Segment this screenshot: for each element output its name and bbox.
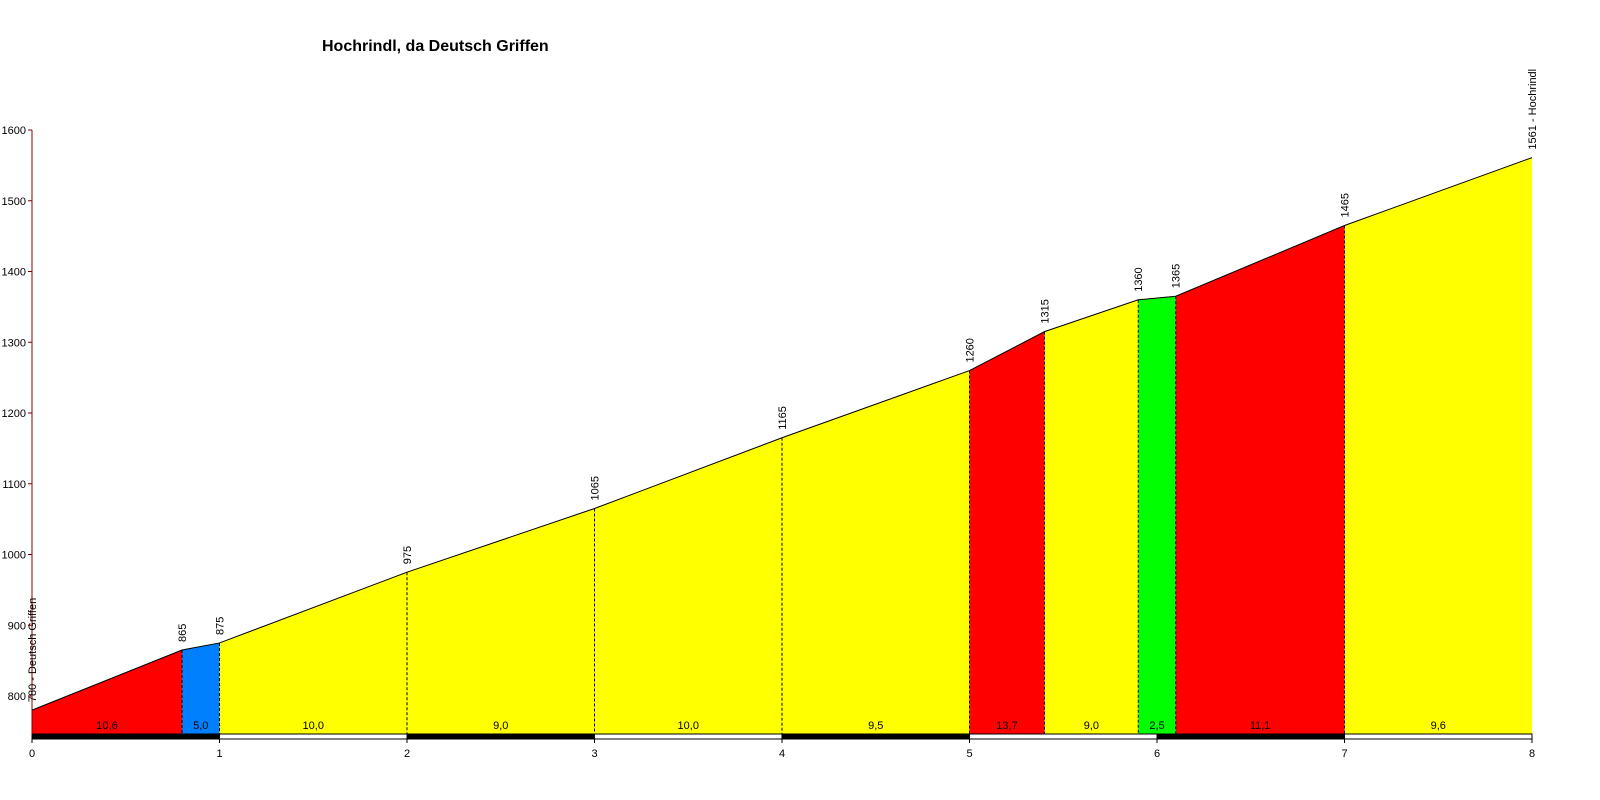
x-tick-label-6: 6 xyxy=(1154,748,1160,760)
elevation-label-3: 975 xyxy=(402,546,414,564)
y-tick-label-800: 800 xyxy=(8,691,26,703)
y-tick-label-1100: 1100 xyxy=(2,479,26,491)
gradient-label-6: 13,7 xyxy=(996,720,1017,732)
x-tick-label-2: 2 xyxy=(404,748,410,760)
y-tick-label-1600: 1600 xyxy=(2,125,26,137)
gradient-label-9: 11,1 xyxy=(1250,720,1271,732)
segment-fill-6 xyxy=(969,331,1045,735)
elevation-label-9: 1365 xyxy=(1171,264,1183,288)
axes: 800 900 1000 1100 1200 1300 1400 1500 1600 0 1 2 3 4 5… xyxy=(2,125,1536,760)
segment-fill-10 xyxy=(1344,157,1532,735)
x-tick-label-3: 3 xyxy=(591,748,597,760)
distance-bar-km-0 xyxy=(31,733,220,740)
distance-bar-km-4 xyxy=(781,733,970,740)
profile-line xyxy=(31,157,1533,711)
gradient-label-0: 10,6 xyxy=(96,720,117,732)
elevation-label-4: 1065 xyxy=(590,476,602,500)
segment-fill-8 xyxy=(1138,296,1176,735)
x-tick-label-8: 8 xyxy=(1529,748,1535,760)
distance-bar-km-6 xyxy=(1156,733,1345,740)
distance-bar-km-1 xyxy=(219,733,408,740)
elevation-label-10: 1465 xyxy=(1340,193,1352,217)
segment-fill-4 xyxy=(594,437,782,735)
gradient-labels: 10,6 5,0 10,0 9,0 10,0 9,5 13,7 9,0 2,5 11,1 9,6 xyxy=(96,720,1446,732)
gradient-label-10: 9,6 xyxy=(1431,720,1446,732)
segment-fill-5 xyxy=(782,370,970,735)
gradient-label-1: 5,0 xyxy=(193,720,208,732)
y-tick-label-1000: 1000 xyxy=(2,550,26,562)
distance-bar-km-5 xyxy=(969,733,1158,740)
x-tick-label-4: 4 xyxy=(779,748,785,760)
segment-fill-0 xyxy=(32,650,182,735)
segment-fill-1 xyxy=(182,642,220,735)
gradient-label-3: 9,0 xyxy=(493,720,508,732)
gradient-label-2: 10,0 xyxy=(303,720,324,732)
segment-fill-3 xyxy=(407,508,595,735)
y-tick-label-1500: 1500 xyxy=(2,196,26,208)
distance-bar-km-2 xyxy=(406,733,595,740)
elevation-label-1: 865 xyxy=(177,624,189,642)
distance-bar-km-7 xyxy=(1344,733,1533,740)
chart-title: Hochrindl, da Deutsch Griffen xyxy=(322,38,549,55)
x-tick-label-7: 7 xyxy=(1341,748,1347,760)
segment-fill-7 xyxy=(1044,299,1139,735)
y-tick-label-900: 900 xyxy=(8,620,26,632)
segment-fill-2 xyxy=(219,572,407,735)
elevation-labels: 780 - Deutsch Griffen 865 875 975 1065 1165 12… xyxy=(27,69,1539,702)
gradient-label-7: 9,0 xyxy=(1084,720,1099,732)
gradient-label-4: 10,0 xyxy=(678,720,699,732)
distance-bar xyxy=(31,733,1533,740)
elevation-label-6: 1260 xyxy=(965,338,977,362)
distance-bar-km-3 xyxy=(594,733,783,740)
y-tick-label-1300: 1300 xyxy=(2,337,26,349)
y-tick-label-1200: 1200 xyxy=(2,408,26,420)
elevation-label-2: 875 xyxy=(215,617,227,635)
elevation-label-8: 1360 xyxy=(1133,267,1145,291)
gradient-label-8: 2,5 xyxy=(1149,720,1164,732)
segment-fills xyxy=(32,157,1532,735)
elevation-label-11: 1561 - Hochrindl xyxy=(1527,69,1539,150)
x-tick-label-0: 0 xyxy=(29,748,35,760)
gradient-label-5: 9,5 xyxy=(868,720,883,732)
y-tick-label-1400: 1400 xyxy=(2,267,26,279)
segment-fill-9 xyxy=(1175,225,1345,735)
segment-dividers xyxy=(181,225,1345,735)
x-tick-label-1: 1 xyxy=(216,748,222,760)
x-tick-label-5: 5 xyxy=(966,748,972,760)
elevation-label-7: 1315 xyxy=(1040,299,1052,323)
elevation-label-0: 780 - Deutsch Griffen xyxy=(27,598,39,702)
elevation-label-5: 1165 xyxy=(777,406,789,430)
profile-line-group xyxy=(31,157,1533,711)
